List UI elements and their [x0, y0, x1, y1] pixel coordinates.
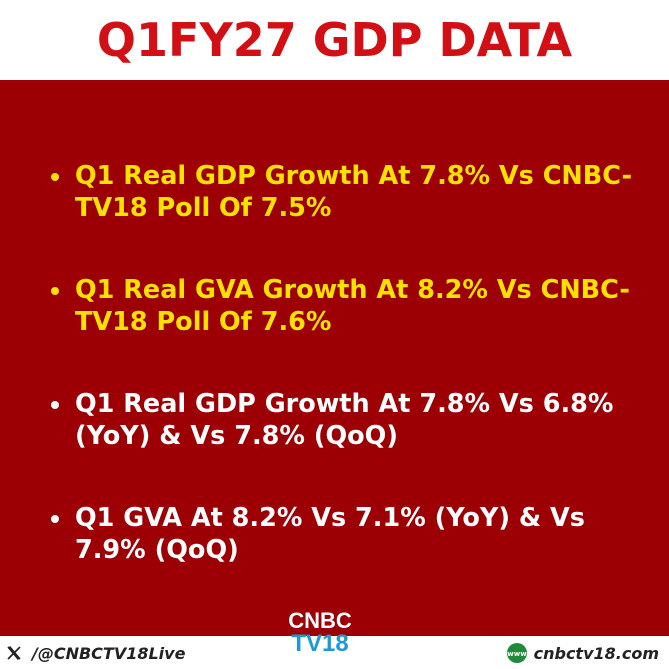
social-handle[interactable]: /@CNBCTV18Live — [6, 641, 185, 665]
page-title: Q1FY27 GDP DATA — [96, 13, 573, 67]
handle-text: /@CNBCTV18Live — [32, 643, 186, 663]
svg-text:www: www — [507, 650, 527, 658]
website-text: cnbctv18.com — [533, 643, 659, 663]
bullet-gdp-poll: Q1 Real GDP Growth At 7.8% Vs CNBC-TV18 … — [48, 160, 648, 224]
logo-cnbc: CNBC — [288, 608, 352, 633]
bullet-gdp-comparison: Q1 Real GDP Growth At 7.8% Vs 6.8% (YoY)… — [48, 388, 648, 452]
content-panel — [0, 80, 669, 636]
bullet-gva-comparison: Q1 GVA At 8.2% Vs 7.1% (YoY) & Vs 7.9% (… — [48, 502, 648, 566]
footer: /@CNBCTV18Live www cnbctv18.com — [0, 636, 669, 669]
logo-tv18: TV18 — [291, 630, 349, 657]
cnbc-tv18-logo: CNBC TV18 — [270, 610, 370, 662]
globe-icon: www — [506, 642, 528, 664]
bullet-list: Q1 Real GDP Growth At 7.8% Vs CNBC-TV18 … — [48, 160, 648, 566]
website-link[interactable]: www cnbctv18.com — [506, 641, 659, 665]
header: Q1FY27 GDP DATA — [0, 0, 669, 80]
bullet-gva-poll: Q1 Real GVA Growth At 8.2% Vs CNBC-TV18 … — [48, 274, 648, 338]
x-icon — [6, 644, 22, 662]
